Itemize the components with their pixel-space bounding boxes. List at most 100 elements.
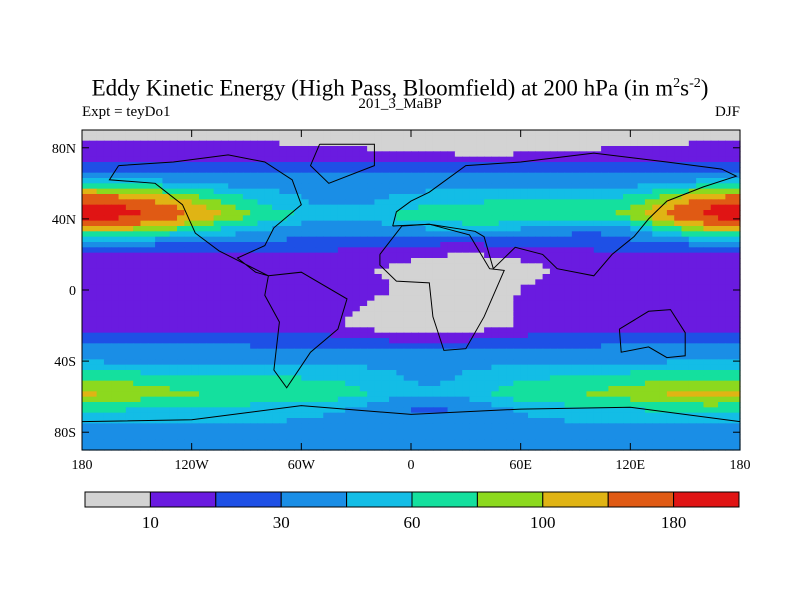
heatmap-cell bbox=[367, 135, 376, 142]
heatmap-cell bbox=[220, 370, 229, 376]
heatmap-cell bbox=[198, 183, 207, 190]
heatmap-cell bbox=[228, 220, 237, 227]
heatmap-cell bbox=[323, 359, 332, 366]
heatmap-cell bbox=[140, 391, 149, 398]
heatmap-cell bbox=[359, 370, 368, 376]
heatmap-cell bbox=[279, 354, 288, 360]
heatmap-cell bbox=[169, 396, 178, 403]
heatmap-cell bbox=[681, 258, 690, 264]
heatmap-cell bbox=[659, 242, 668, 248]
heatmap-cell bbox=[710, 172, 719, 179]
heatmap-cell bbox=[696, 215, 705, 222]
heatmap-cell bbox=[593, 391, 602, 398]
heatmap-cell bbox=[89, 407, 98, 414]
heatmap-cell bbox=[666, 268, 675, 275]
heatmap-cell bbox=[198, 199, 207, 206]
heatmap-cell bbox=[228, 396, 237, 403]
title-text-mid: s bbox=[680, 75, 690, 101]
heatmap-cell bbox=[111, 156, 120, 163]
heatmap-cell bbox=[359, 252, 368, 259]
heatmap-cell bbox=[601, 338, 609, 344]
heatmap-cell bbox=[389, 316, 397, 323]
heatmap-cell bbox=[403, 220, 412, 227]
heatmap-cell bbox=[513, 162, 522, 168]
heatmap-cell bbox=[82, 252, 90, 259]
heatmap-cell bbox=[564, 300, 573, 307]
heatmap-cell bbox=[411, 354, 419, 360]
heatmap-cell bbox=[264, 396, 273, 403]
heatmap-cell bbox=[389, 156, 397, 163]
heatmap-cell bbox=[337, 258, 346, 264]
heatmap-cell bbox=[557, 290, 566, 296]
heatmap-cell bbox=[418, 140, 427, 147]
heatmap-cell bbox=[425, 263, 434, 270]
heatmap-cell bbox=[732, 188, 741, 195]
heatmap-field bbox=[82, 130, 741, 451]
heatmap-cell bbox=[432, 348, 441, 355]
heatmap-cell bbox=[323, 183, 332, 190]
heatmap-cell bbox=[564, 151, 573, 158]
heatmap-cell bbox=[674, 252, 683, 259]
heatmap-cell bbox=[103, 407, 112, 414]
heatmap-cell bbox=[220, 167, 229, 174]
heatmap-cell bbox=[506, 263, 514, 270]
heatmap-cell bbox=[688, 380, 697, 387]
heatmap-cell bbox=[615, 167, 624, 174]
heatmap-cell bbox=[403, 418, 412, 424]
heatmap-cell bbox=[418, 418, 427, 424]
heatmap-cell bbox=[586, 151, 595, 158]
heatmap-cell bbox=[652, 370, 661, 376]
heatmap-cell bbox=[703, 162, 712, 168]
heatmap-cell bbox=[272, 172, 280, 179]
heatmap-cell bbox=[652, 156, 661, 163]
heatmap-cell bbox=[96, 332, 105, 339]
heatmap-cell bbox=[432, 220, 441, 227]
heatmap-cell bbox=[454, 284, 463, 291]
heatmap-cell bbox=[542, 311, 551, 318]
heatmap-cell bbox=[396, 412, 405, 419]
heatmap-cell bbox=[732, 407, 741, 414]
heatmap-cell bbox=[586, 343, 595, 350]
heatmap-cell bbox=[147, 252, 156, 259]
heatmap-cell bbox=[169, 252, 178, 259]
heatmap-cell bbox=[359, 220, 368, 227]
heatmap-cell bbox=[447, 204, 456, 211]
heatmap-cell bbox=[527, 348, 536, 355]
heatmap-cell bbox=[440, 188, 449, 195]
heatmap-cell bbox=[337, 231, 346, 238]
heatmap-cell bbox=[367, 156, 376, 163]
heatmap-cell bbox=[615, 300, 624, 307]
heatmap-cell bbox=[476, 274, 485, 280]
heatmap-cell bbox=[411, 322, 419, 328]
heatmap-cell bbox=[520, 290, 529, 296]
heatmap-cell bbox=[140, 146, 149, 152]
heatmap-cell bbox=[301, 172, 310, 179]
heatmap-cell bbox=[491, 204, 500, 211]
heatmap-cell bbox=[542, 146, 551, 152]
heatmap-cell bbox=[242, 167, 251, 174]
heatmap-cell bbox=[294, 242, 302, 248]
heatmap-cell bbox=[469, 359, 478, 366]
heatmap-cell bbox=[184, 140, 193, 147]
heatmap-cell bbox=[301, 418, 310, 424]
heatmap-cell bbox=[359, 391, 368, 398]
heatmap-cell bbox=[191, 338, 200, 344]
heatmap-cell bbox=[703, 332, 712, 339]
heatmap-cell bbox=[330, 199, 339, 206]
heatmap-cell bbox=[228, 370, 237, 376]
heatmap-cell bbox=[133, 247, 142, 254]
heatmap-cell bbox=[688, 231, 697, 238]
heatmap-cell bbox=[213, 418, 222, 424]
heatmap-cell bbox=[498, 402, 507, 408]
heatmap-cell bbox=[345, 370, 354, 376]
heatmap-cell bbox=[352, 135, 361, 142]
heatmap-cell bbox=[323, 220, 332, 227]
heatmap-cell bbox=[476, 247, 485, 254]
heatmap-cell bbox=[557, 162, 566, 168]
heatmap-cell bbox=[725, 204, 734, 211]
heatmap-cell bbox=[601, 204, 609, 211]
heatmap-cell bbox=[206, 242, 215, 248]
heatmap-cell bbox=[527, 327, 536, 334]
heatmap-cell bbox=[411, 290, 419, 296]
heatmap-cell bbox=[403, 359, 412, 366]
